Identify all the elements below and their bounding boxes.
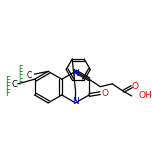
Text: C: C xyxy=(27,71,32,80)
Text: F: F xyxy=(18,65,22,74)
Text: N: N xyxy=(72,97,79,106)
Text: C: C xyxy=(11,80,17,89)
Text: F: F xyxy=(5,76,10,85)
Text: O: O xyxy=(132,82,139,91)
Text: N: N xyxy=(72,69,79,78)
Text: F: F xyxy=(18,78,22,87)
Text: F: F xyxy=(18,71,22,81)
Text: O: O xyxy=(101,89,108,98)
Text: OH: OH xyxy=(138,91,152,100)
Text: F: F xyxy=(5,82,10,91)
Text: F: F xyxy=(5,89,10,98)
